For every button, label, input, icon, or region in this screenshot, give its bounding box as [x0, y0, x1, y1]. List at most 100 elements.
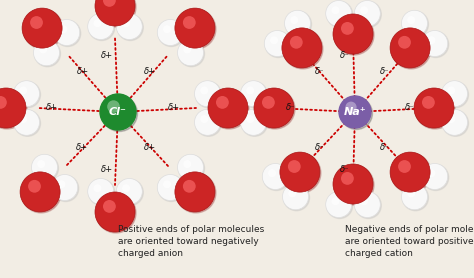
Circle shape: [341, 172, 354, 185]
Circle shape: [407, 190, 415, 197]
Circle shape: [183, 160, 191, 168]
Circle shape: [163, 180, 171, 188]
Circle shape: [176, 9, 216, 49]
Text: δ+: δ+: [101, 165, 113, 175]
Circle shape: [157, 19, 183, 46]
Circle shape: [398, 160, 411, 173]
Circle shape: [334, 15, 374, 55]
Circle shape: [346, 101, 356, 113]
Circle shape: [96, 0, 136, 27]
Circle shape: [441, 81, 467, 107]
Circle shape: [107, 100, 120, 113]
Circle shape: [422, 31, 448, 56]
Circle shape: [263, 165, 289, 190]
Circle shape: [356, 192, 381, 219]
Circle shape: [428, 36, 435, 44]
Circle shape: [13, 81, 39, 107]
Text: δ+: δ+: [77, 68, 89, 76]
Circle shape: [331, 197, 339, 205]
Circle shape: [53, 175, 79, 202]
Circle shape: [95, 0, 135, 26]
Circle shape: [183, 180, 196, 193]
Text: δ+: δ+: [101, 51, 113, 59]
Circle shape: [15, 82, 40, 108]
Text: Na⁺: Na⁺: [344, 107, 366, 117]
Circle shape: [117, 180, 143, 205]
Circle shape: [354, 1, 380, 26]
Circle shape: [391, 29, 431, 69]
Circle shape: [422, 96, 435, 109]
Circle shape: [283, 185, 310, 211]
Circle shape: [402, 11, 428, 37]
Text: δ⁻: δ⁻: [286, 103, 296, 113]
Circle shape: [356, 1, 381, 28]
Circle shape: [0, 96, 7, 109]
Circle shape: [283, 184, 309, 210]
Circle shape: [326, 192, 352, 217]
Text: δ⁻: δ⁻: [315, 143, 325, 153]
Circle shape: [178, 154, 203, 180]
Circle shape: [240, 109, 266, 135]
Circle shape: [360, 6, 368, 14]
Circle shape: [0, 89, 27, 129]
Circle shape: [101, 96, 137, 131]
Circle shape: [401, 10, 428, 36]
Circle shape: [443, 110, 468, 136]
Circle shape: [122, 19, 130, 27]
Circle shape: [20, 172, 60, 212]
Circle shape: [423, 31, 449, 58]
Circle shape: [157, 175, 183, 200]
Circle shape: [216, 96, 229, 109]
Circle shape: [246, 115, 254, 123]
Circle shape: [0, 88, 26, 128]
Circle shape: [163, 25, 171, 33]
Circle shape: [23, 9, 63, 49]
Circle shape: [288, 160, 301, 173]
Circle shape: [390, 28, 430, 68]
Circle shape: [402, 185, 428, 211]
Circle shape: [19, 86, 27, 94]
Text: Cl⁻: Cl⁻: [109, 107, 127, 117]
Circle shape: [284, 10, 310, 36]
Circle shape: [35, 41, 61, 67]
Text: Positive ends of polar molecules
are oriented toward negatively
charged anion: Positive ends of polar molecules are ori…: [118, 225, 264, 258]
Circle shape: [122, 184, 130, 192]
Circle shape: [423, 165, 449, 190]
Circle shape: [333, 14, 373, 54]
Circle shape: [88, 14, 114, 39]
Circle shape: [89, 180, 115, 205]
Circle shape: [391, 153, 431, 193]
Circle shape: [268, 169, 276, 177]
Circle shape: [179, 155, 204, 181]
Circle shape: [208, 88, 248, 128]
Circle shape: [54, 19, 80, 46]
Circle shape: [31, 154, 57, 180]
Circle shape: [262, 96, 275, 109]
Circle shape: [13, 109, 39, 135]
Circle shape: [21, 173, 61, 213]
Circle shape: [103, 200, 116, 213]
Circle shape: [254, 88, 294, 128]
Circle shape: [354, 192, 380, 217]
Circle shape: [265, 31, 292, 58]
Circle shape: [241, 82, 267, 108]
Circle shape: [441, 109, 467, 135]
Text: Negative ends of polar molecules
are oriented toward positively
charged cation: Negative ends of polar molecules are ori…: [345, 225, 474, 258]
Circle shape: [340, 98, 373, 130]
Circle shape: [19, 115, 27, 123]
Circle shape: [194, 109, 220, 135]
Circle shape: [116, 178, 142, 205]
Circle shape: [390, 152, 430, 192]
Circle shape: [281, 153, 321, 193]
Circle shape: [201, 86, 208, 94]
Text: δ+: δ+: [144, 143, 156, 153]
Circle shape: [55, 21, 81, 46]
Circle shape: [443, 82, 468, 108]
Circle shape: [22, 8, 62, 48]
Circle shape: [88, 178, 114, 205]
Circle shape: [255, 89, 295, 129]
Circle shape: [93, 19, 101, 27]
Circle shape: [201, 115, 208, 123]
Circle shape: [401, 184, 428, 210]
Text: δ⁻: δ⁻: [340, 165, 350, 175]
